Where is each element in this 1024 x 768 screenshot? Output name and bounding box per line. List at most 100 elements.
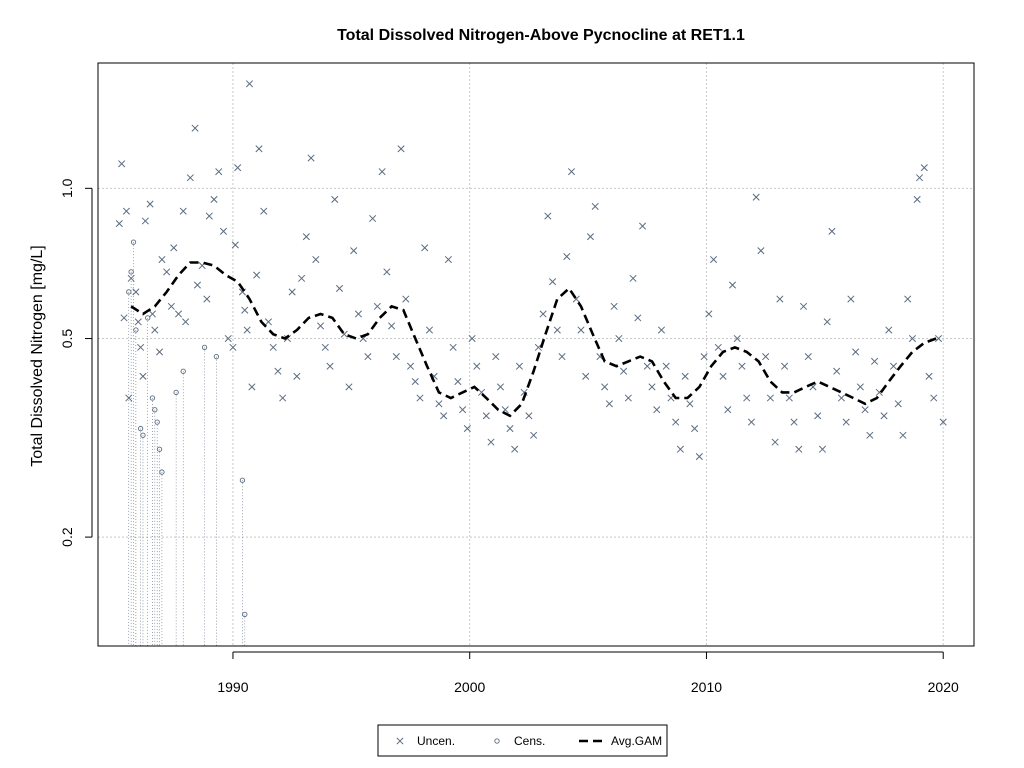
data-point-uncen: [605, 400, 613, 408]
data-point-uncen: [264, 318, 273, 326]
data-point-uncen: [293, 372, 301, 380]
data-point-uncen: [833, 367, 841, 375]
data-point-uncen: [146, 200, 154, 208]
data-point-uncen: [354, 310, 362, 318]
data-point-uncen: [156, 348, 164, 356]
legend-symbol-x: [396, 737, 404, 745]
data-point-uncen: [662, 362, 670, 370]
data-point-uncen: [818, 445, 827, 453]
data-point-uncen: [369, 214, 377, 223]
data-point-uncen: [383, 268, 391, 276]
data-point-uncen: [241, 306, 249, 314]
data-point-uncen: [828, 227, 836, 235]
data-point-uncen: [205, 212, 213, 220]
data-point-uncen: [747, 418, 756, 426]
data-point-uncen: [134, 318, 142, 326]
data-point-uncen: [743, 394, 751, 402]
data-point-uncen: [243, 326, 251, 334]
data-point-uncen: [219, 227, 228, 235]
data-point-uncen: [913, 195, 921, 203]
data-point-uncen: [629, 274, 637, 282]
data-point-uncen: [473, 362, 481, 370]
data-point-uncen: [191, 124, 199, 132]
data-point-uncen: [511, 445, 519, 453]
data-point-uncen: [501, 406, 509, 414]
data-point-uncen: [245, 80, 254, 88]
data-point-uncen: [733, 334, 741, 343]
legend-symbol-circle: [494, 738, 500, 744]
data-point-uncen: [373, 302, 381, 310]
data-point-uncen: [648, 383, 656, 391]
data-point-uncen: [657, 326, 666, 334]
data-point-cens: [137, 425, 144, 432]
data-point-uncen: [255, 145, 263, 153]
data-point-uncen: [421, 244, 429, 252]
data-point-uncen: [534, 343, 542, 351]
data-point-uncen: [170, 244, 178, 252]
data-point-uncen: [440, 412, 448, 420]
data-point-uncen: [582, 372, 590, 380]
y-tick-label: 0.2: [59, 527, 75, 547]
data-point-uncen: [182, 318, 190, 326]
data-point-uncen: [307, 154, 315, 162]
data-point-uncen: [904, 295, 912, 303]
data-point-uncen: [714, 343, 722, 351]
data-point-uncen: [167, 302, 175, 310]
legend-box: [377, 724, 668, 757]
data-point-uncen: [312, 255, 320, 264]
data-point-uncen: [248, 383, 256, 391]
data-point-cens: [213, 353, 220, 360]
data-points: [115, 80, 947, 646]
data-point-cens: [130, 239, 137, 245]
data-point-cens: [133, 327, 139, 333]
data-point-uncen: [676, 445, 684, 453]
data-point-cens: [159, 469, 165, 475]
data-point-uncen: [847, 295, 855, 303]
data-point-uncen: [435, 400, 443, 408]
data-point-uncen: [823, 318, 831, 326]
data-point-uncen: [920, 164, 928, 172]
data-point-uncen: [553, 326, 561, 334]
data-point-uncen: [591, 202, 599, 210]
data-point-uncen: [908, 334, 916, 343]
data-point-uncen: [781, 362, 789, 370]
data-point-uncen: [695, 453, 703, 461]
data-point-uncen: [785, 394, 793, 402]
data-point-uncen: [335, 284, 344, 293]
data-point-uncen: [601, 383, 609, 391]
data-point-cens: [128, 269, 134, 275]
data-point-uncen: [691, 425, 699, 433]
data-point-uncen: [885, 326, 893, 334]
data-point-uncen: [459, 406, 467, 414]
data-point-uncen: [766, 394, 774, 402]
data-point-cens: [201, 344, 208, 351]
data-point-uncen: [137, 343, 145, 351]
x-tick-label: 1990: [217, 679, 248, 695]
data-point-uncen: [728, 281, 737, 289]
data-point-uncen: [120, 314, 128, 322]
data-point-uncen: [463, 425, 471, 433]
data-point-uncen: [148, 310, 157, 318]
data-point-cens: [149, 395, 156, 401]
data-point-uncen: [260, 207, 268, 215]
data-point-uncen: [141, 217, 149, 225]
data-point-uncen: [158, 255, 166, 264]
data-point-uncen: [672, 418, 680, 426]
data-point-uncen: [577, 326, 585, 334]
gam-line: [130, 261, 937, 418]
data-point-uncen: [298, 274, 306, 282]
data-point-uncen: [939, 418, 947, 426]
data-point-uncen: [705, 310, 713, 318]
data-point-uncen: [899, 431, 907, 439]
data-point-uncen: [378, 168, 386, 176]
data-point-uncen: [279, 394, 287, 402]
data-point-uncen: [757, 247, 765, 255]
data-point-uncen: [326, 362, 334, 370]
data-point-uncen: [392, 353, 400, 361]
data-point-uncen: [163, 268, 171, 276]
x-axis: 1990 2000 2010 2020: [217, 651, 959, 695]
data-point-uncen: [496, 383, 505, 391]
data-point-uncen: [738, 362, 746, 370]
data-point-uncen: [506, 425, 514, 433]
data-point-cens: [156, 446, 163, 452]
